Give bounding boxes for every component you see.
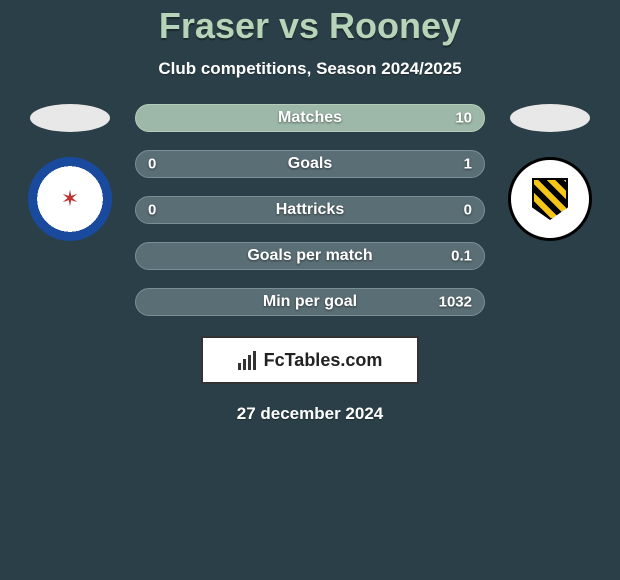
- stat-right-value: 0.1: [451, 248, 472, 265]
- right-player-avatar: [510, 104, 590, 132]
- stat-label: Matches: [278, 109, 342, 127]
- right-team-badge[interactable]: [508, 157, 592, 241]
- stat-bar-min-per-goal: Min per goal 1032: [135, 288, 485, 316]
- stats-column: Matches 10 0 Goals 1 0 Hattricks 0 Goals…: [135, 104, 485, 316]
- page-title: Fraser vs Rooney: [0, 5, 620, 47]
- stat-left-value: 0: [148, 202, 156, 219]
- stat-left-value: 0: [148, 156, 156, 173]
- stat-right-value: 1: [464, 156, 472, 173]
- season-subtitle: Club competitions, Season 2024/2025: [0, 59, 620, 79]
- comparison-row: ✶ Matches 10 0 Goals 1 0 Hattricks 0 Goa…: [0, 104, 620, 316]
- stat-bar-goals: 0 Goals 1: [135, 150, 485, 178]
- left-team-badge[interactable]: ✶: [28, 157, 112, 241]
- stat-bar-matches: Matches 10: [135, 104, 485, 132]
- lion-icon: ✶: [48, 177, 92, 221]
- stat-label: Hattricks: [276, 201, 344, 219]
- stat-label: Min per goal: [263, 293, 357, 311]
- stat-bar-goals-per-match: Goals per match 0.1: [135, 242, 485, 270]
- stat-label: Goals per match: [247, 247, 372, 265]
- right-player-col: [500, 104, 600, 241]
- stat-bar-hattricks: 0 Hattricks 0: [135, 196, 485, 224]
- bar-chart-icon: [238, 351, 256, 370]
- comparison-card: Fraser vs Rooney Club competitions, Seas…: [0, 0, 620, 424]
- brand-label: FcTables.com: [264, 350, 383, 371]
- brand-link[interactable]: FcTables.com: [201, 336, 419, 384]
- left-player-avatar: [30, 104, 110, 132]
- stat-right-value: 0: [464, 202, 472, 219]
- stat-label: Goals: [288, 155, 332, 173]
- snapshot-date: 27 december 2024: [0, 404, 620, 424]
- left-player-col: ✶: [20, 104, 120, 241]
- shield-icon: [532, 178, 568, 220]
- stat-right-value: 1032: [439, 294, 472, 311]
- stat-right-value: 10: [455, 110, 472, 127]
